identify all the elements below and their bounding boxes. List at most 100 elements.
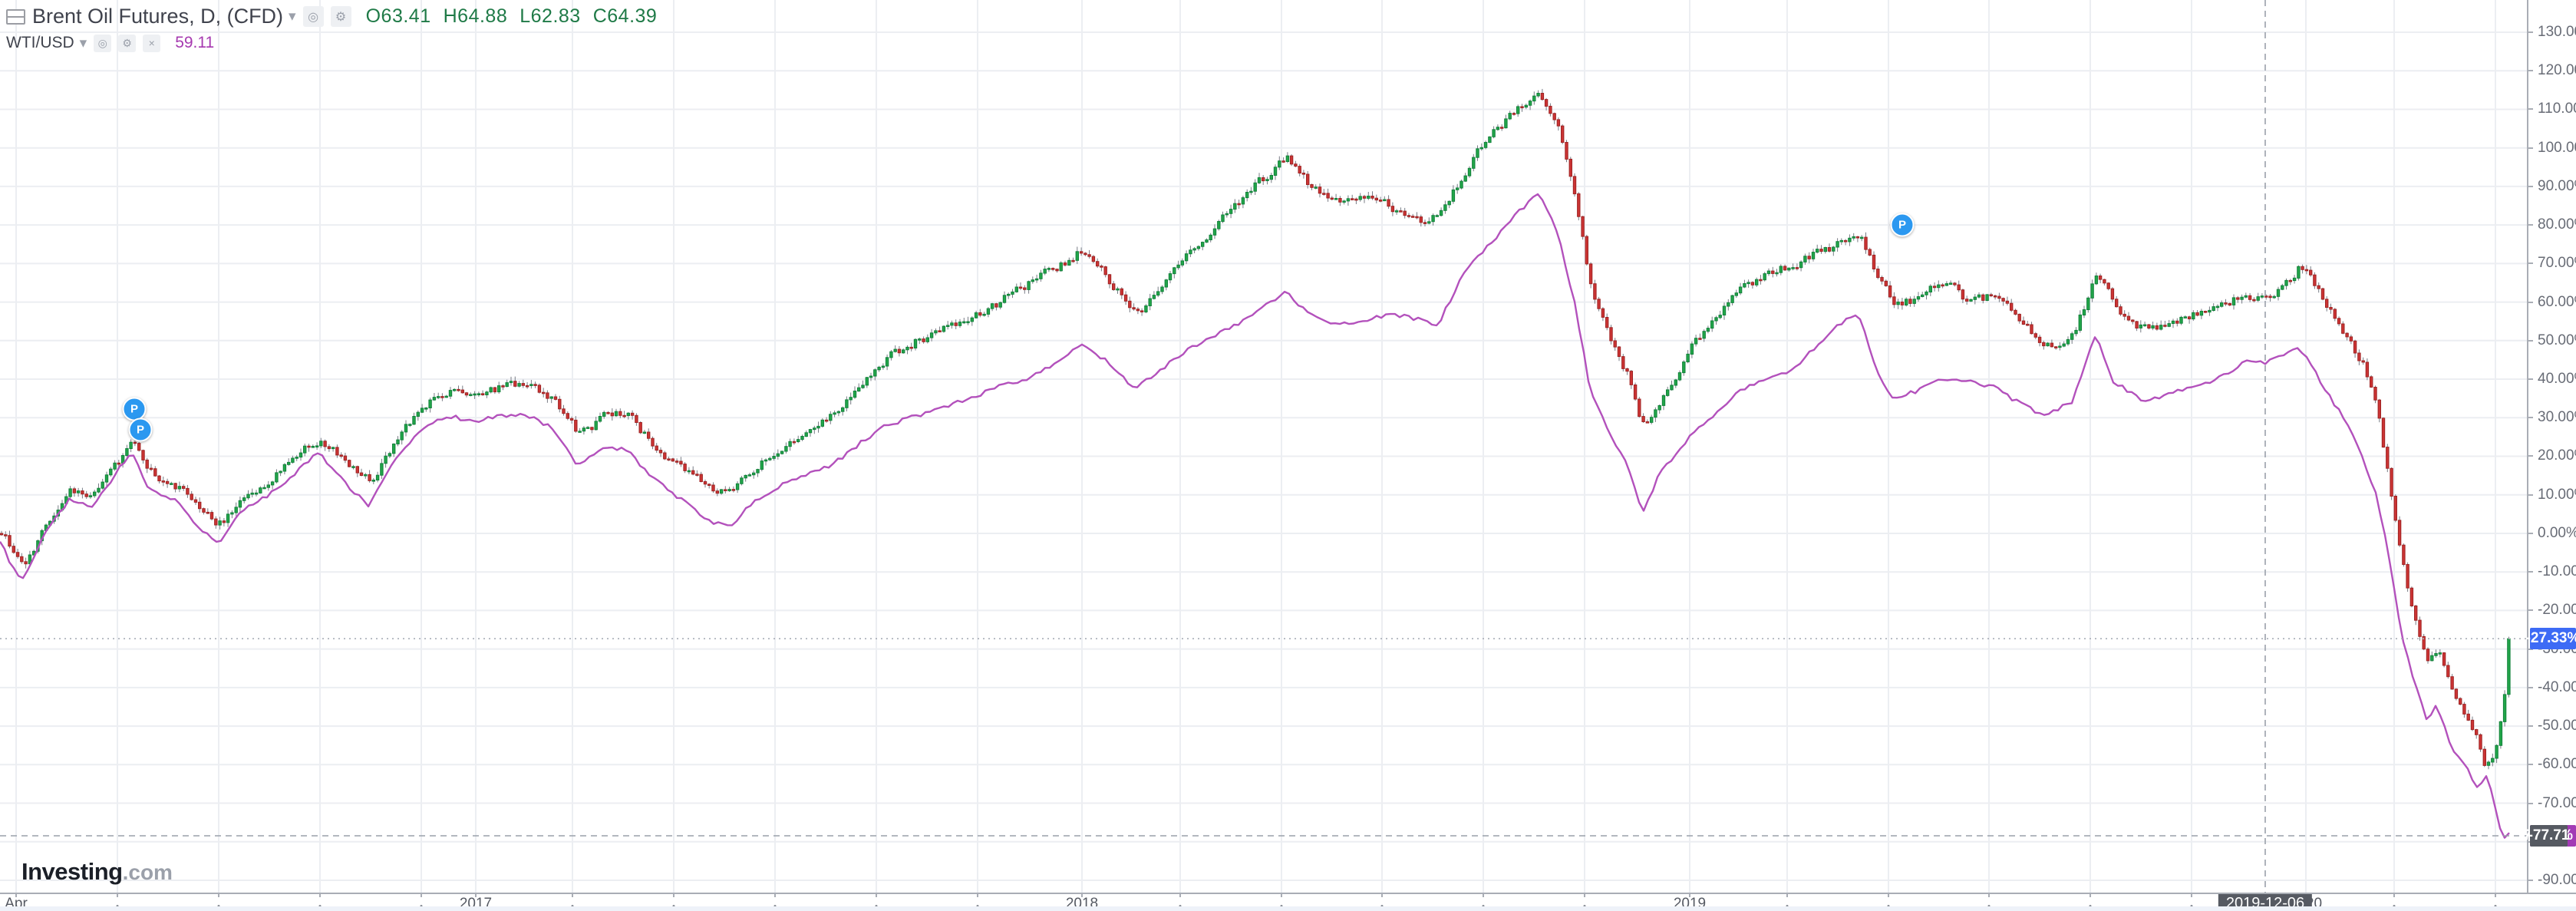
price-axis-tick bbox=[2528, 764, 2533, 766]
time-axis-tick bbox=[1584, 893, 1585, 897]
time-axis-minor-dot bbox=[217, 905, 220, 907]
high-value: H64.88 bbox=[443, 5, 508, 27]
price-axis-label: 110.00% bbox=[2538, 101, 2576, 117]
investing-com-logo: Investing .com bbox=[21, 858, 173, 885]
price-axis-label: 70.00% bbox=[2538, 255, 2576, 272]
event-marker-bubble[interactable]: P bbox=[1890, 213, 1915, 237]
time-axis-tick bbox=[876, 893, 877, 897]
time-axis-minor-dot bbox=[1280, 905, 1283, 907]
legend-collapse-icon[interactable] bbox=[6, 8, 25, 25]
time-axis-minor-dot bbox=[1887, 905, 1890, 907]
time-axis-minor-dot bbox=[875, 905, 878, 907]
time-axis-tick bbox=[319, 893, 321, 897]
price-axis-label: -20.00% bbox=[2538, 602, 2576, 619]
event-marker-bubble[interactable]: P bbox=[122, 397, 147, 421]
time-axis-minor-dot bbox=[1786, 905, 1789, 907]
price-axis-tick bbox=[2528, 686, 2533, 688]
time-axis-minor-dot bbox=[1482, 905, 1485, 907]
price-axis-label: -50.00% bbox=[2538, 718, 2576, 734]
time-axis-tick bbox=[1689, 893, 1690, 897]
price-axis-label: 10.00% bbox=[2538, 486, 2576, 503]
time-axis-tick bbox=[1483, 893, 1484, 897]
price-axis-tick bbox=[2528, 108, 2533, 111]
legend-row-wti: WTI/USD ▾ ◎ ⚙ × 59.11 bbox=[6, 34, 669, 52]
time-axis-minor-dot bbox=[2393, 905, 2396, 907]
price-axis-label: -70.00% bbox=[2538, 794, 2576, 811]
price-axis-tick bbox=[2528, 224, 2533, 226]
price-axis-tick bbox=[2528, 609, 2533, 612]
price-axis-tick bbox=[2528, 725, 2533, 728]
price-axis-label: 130.00% bbox=[2538, 24, 2576, 40]
price-axis-tick bbox=[2528, 70, 2533, 72]
time-axis-minor-dot bbox=[420, 905, 423, 907]
chart-legend: Brent Oil Futures, D, (CFD) ▾ ◎ ⚙ O63.41… bbox=[6, 5, 669, 52]
time-axis-tick bbox=[1081, 893, 1083, 897]
bottom-edge-strip bbox=[0, 906, 2576, 911]
price-axis-label: -60.00% bbox=[2538, 756, 2576, 773]
price-chart-canvas[interactable] bbox=[0, 0, 2527, 893]
price-axis-label: -90.00% bbox=[2538, 871, 2576, 888]
time-axis-minor-dot bbox=[773, 905, 777, 907]
time-axis-minor-dot bbox=[1987, 905, 1991, 907]
price-axis-tick bbox=[2528, 417, 2533, 419]
price-axis-label: 30.00% bbox=[2538, 409, 2576, 426]
close-icon[interactable]: × bbox=[143, 34, 161, 52]
price-axis-tick bbox=[2528, 802, 2533, 804]
symbol-title[interactable]: Brent Oil Futures, D, (CFD) bbox=[32, 5, 284, 28]
time-axis-minor-dot bbox=[672, 905, 675, 907]
chevron-down-icon[interactable]: ▾ bbox=[79, 35, 87, 51]
time-axis-minor-dot bbox=[2494, 905, 2497, 907]
open-value: O63.41 bbox=[365, 5, 431, 27]
price-axis-label: -40.00% bbox=[2538, 678, 2576, 695]
time-axis-tick bbox=[2393, 893, 2395, 897]
legend-row-brent: Brent Oil Futures, D, (CFD) ▾ ◎ ⚙ O63.41… bbox=[6, 5, 669, 28]
time-axis-minor-dot bbox=[116, 905, 119, 907]
price-axis-label: 20.00% bbox=[2538, 447, 2576, 464]
price-axis-label: 60.00% bbox=[2538, 293, 2576, 310]
time-axis-tick bbox=[1988, 893, 1990, 897]
brent-candles-series bbox=[0, 88, 2511, 770]
price-axis[interactable]: -77.76% -77.71 -27.33% 130.00%120.00%110… bbox=[2518, 0, 2576, 893]
event-marker-bubble[interactable]: P bbox=[128, 418, 153, 442]
price-axis-tick bbox=[2528, 493, 2533, 496]
price-axis-tick bbox=[2528, 185, 2533, 187]
time-axis-tick bbox=[117, 893, 118, 897]
chevron-down-icon[interactable]: ▾ bbox=[289, 8, 296, 25]
time-axis-tick bbox=[2495, 893, 2496, 897]
time-axis-tick bbox=[15, 893, 17, 897]
price-axis-tick bbox=[2528, 339, 2533, 342]
price-axis-label: -10.00% bbox=[2538, 563, 2576, 580]
time-axis-minor-dot bbox=[1179, 905, 1182, 907]
price-axis-label: 120.00% bbox=[2538, 62, 2576, 79]
settings-gear-icon[interactable]: ⚙ bbox=[118, 34, 137, 52]
settings-gear-icon[interactable]: ⚙ bbox=[330, 6, 351, 27]
time-axis-tick bbox=[572, 893, 573, 897]
price-axis-tick bbox=[2528, 455, 2533, 457]
price-axis-label: 0.00% bbox=[2538, 524, 2576, 541]
time-axis-tick bbox=[1179, 893, 1181, 897]
price-axis-label: 40.00% bbox=[2538, 371, 2576, 388]
visibility-eye-icon[interactable]: ◎ bbox=[94, 34, 112, 52]
crosshair-price-badge: -77.71 bbox=[2528, 825, 2569, 847]
time-axis-minor-dot bbox=[1583, 905, 1586, 907]
price-axis-tick bbox=[2528, 571, 2533, 573]
last-value-badge: -27.33% bbox=[2526, 628, 2576, 650]
price-axis-tick bbox=[2528, 301, 2533, 303]
time-axis-tick bbox=[1786, 893, 1788, 897]
comparison-symbol-title[interactable]: WTI/USD bbox=[6, 34, 74, 51]
price-axis-tick bbox=[2528, 532, 2533, 534]
time-axis-minor-dot bbox=[2089, 905, 2092, 907]
time-axis-tick bbox=[774, 893, 776, 897]
price-axis-label: 90.00% bbox=[2538, 177, 2576, 194]
time-axis-tick bbox=[421, 893, 422, 897]
time-axis-tick bbox=[1381, 893, 1383, 897]
price-axis-tick bbox=[2528, 378, 2533, 381]
time-axis-tick bbox=[475, 893, 477, 897]
visibility-eye-icon[interactable]: ◎ bbox=[302, 6, 324, 27]
wti-comparison-line bbox=[0, 193, 2510, 839]
time-axis-tick bbox=[2089, 893, 2091, 897]
price-axis-label: 100.00% bbox=[2538, 139, 2576, 156]
price-axis-label: 50.00% bbox=[2538, 332, 2576, 348]
price-axis-label: 80.00% bbox=[2538, 216, 2576, 233]
